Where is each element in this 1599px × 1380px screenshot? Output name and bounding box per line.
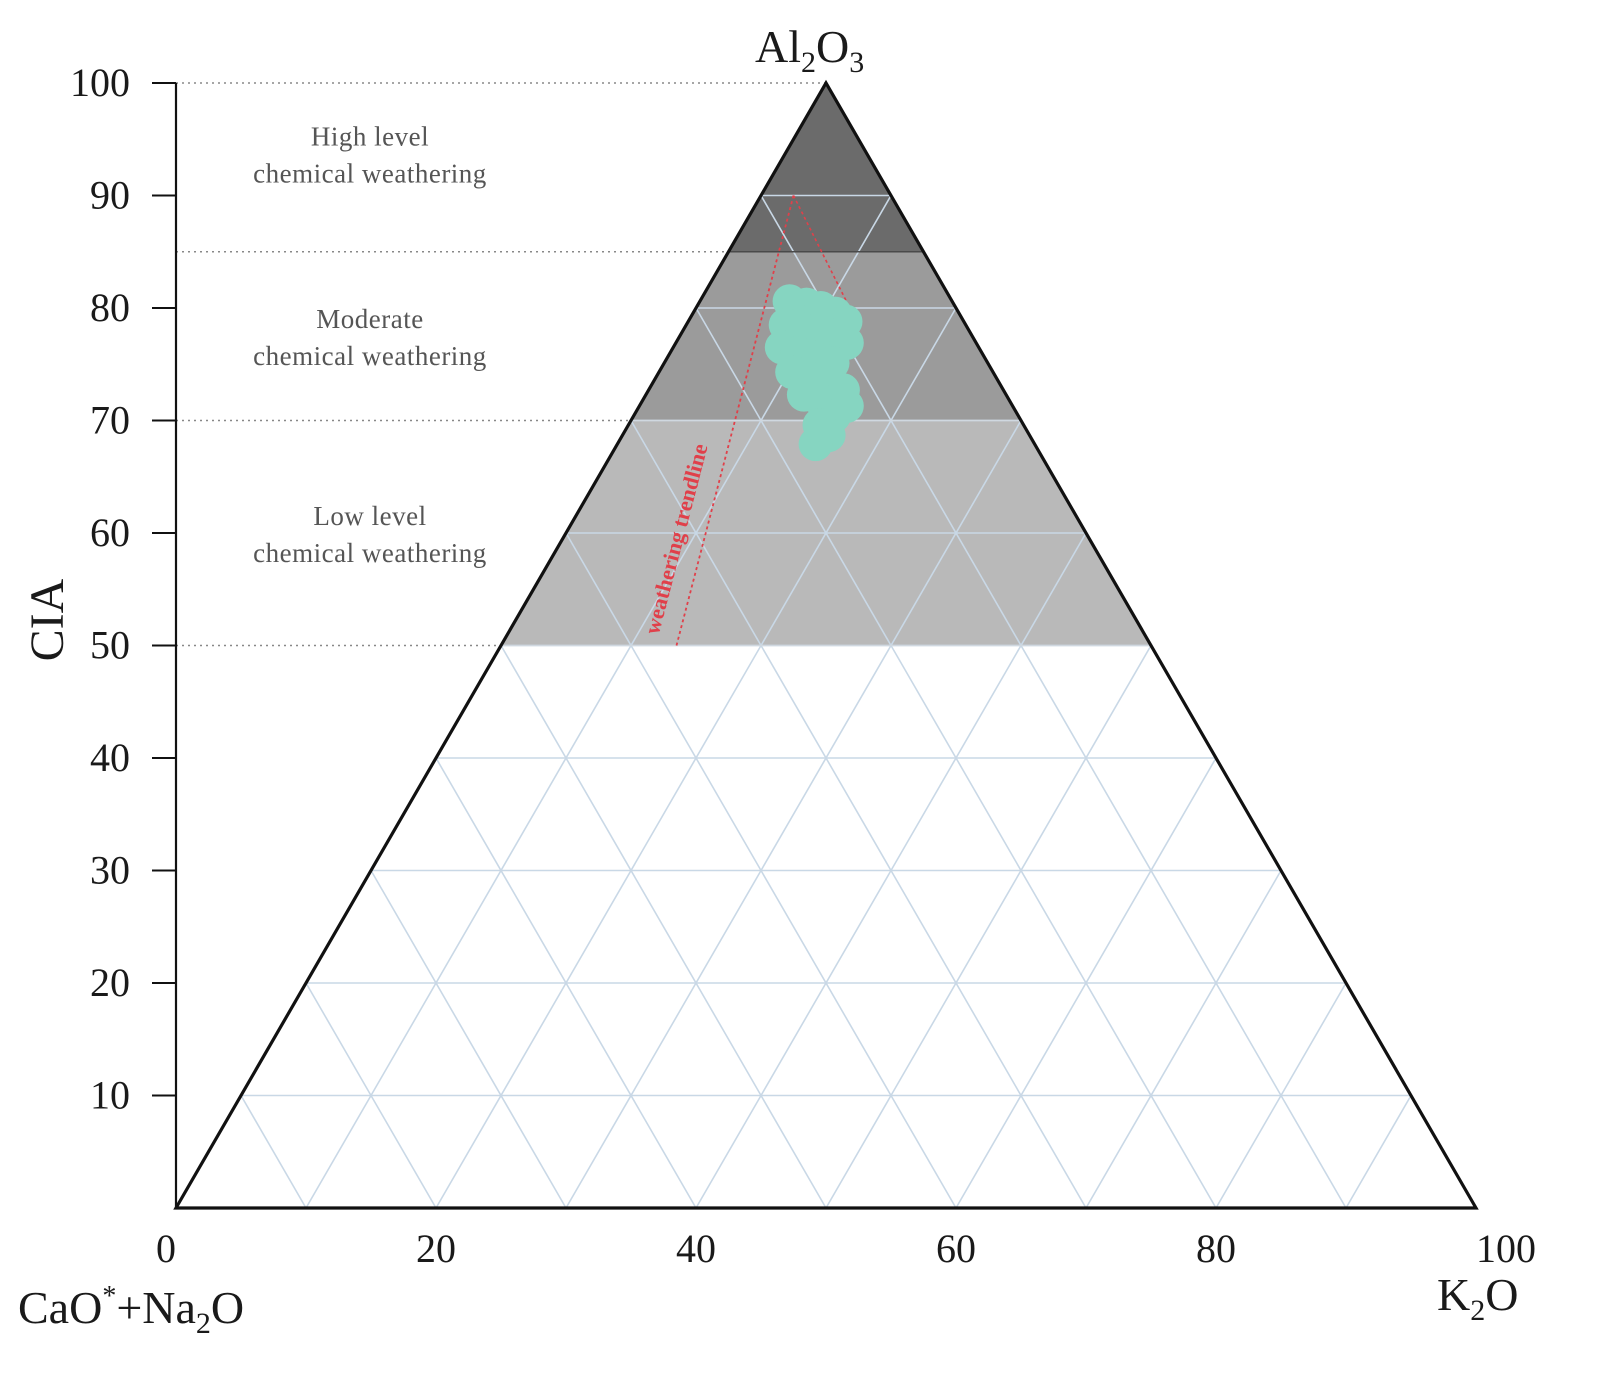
x-tick-label-0: 0	[156, 1226, 176, 1271]
y-tick-label-100: 100	[70, 60, 130, 105]
y-tick-label-30: 30	[90, 848, 130, 893]
zone-label-line2-3: chemical weathering	[253, 538, 487, 568]
y-tick-label-10: 10	[90, 1073, 130, 1118]
zone-labels: High level chemical weathering Moderate che…	[253, 121, 487, 568]
y-tick-labels: 100 90 80 70 60 50 40 30 20 10	[70, 60, 130, 1118]
zone-label-line2-1: chemical weathering	[253, 158, 487, 188]
triangle-outline	[173, 79, 1479, 1210]
zone-label-line2-2: chemical weathering	[253, 341, 487, 371]
zone-label-line1-1: High level	[311, 121, 429, 151]
grid-line-r-8	[695, 307, 1217, 1209]
vertex-right-label: K2O	[1437, 1269, 1518, 1327]
data-points	[764, 284, 864, 462]
vertex-left-label: CaO*+Na2O	[18, 1281, 244, 1340]
y-tick-label-80: 80	[90, 285, 130, 330]
grid-line-r-7	[630, 420, 1087, 1209]
grid-line-r-9	[760, 195, 1347, 1209]
y-tick-label-70: 70	[90, 398, 130, 443]
grid-line-r-1	[240, 1095, 307, 1209]
y-tick-label-90: 90	[90, 173, 130, 218]
y-tick-label-50: 50	[90, 623, 130, 668]
vertex-top-label: Al2O3	[755, 21, 864, 79]
grid-line-r-3	[370, 870, 567, 1209]
grid-line-l-9	[1345, 1095, 1412, 1209]
y-tick-label-20: 20	[90, 960, 130, 1005]
y-tick-label-40: 40	[90, 735, 130, 780]
zone-guide-lines	[176, 82, 1151, 647]
grid-line-l-5	[825, 645, 1152, 1209]
x-tick-labels: 0 20 40 60 80 100	[156, 1226, 1536, 1271]
data-point-24	[798, 427, 833, 462]
grid-line-l-7	[1085, 870, 1282, 1209]
grid-line-r-2	[305, 982, 437, 1209]
y-axis-title: CIA	[21, 578, 74, 661]
y-tick-label-60: 60	[90, 510, 130, 555]
zone-fill-1	[728, 83, 924, 252]
x-tick-label-60: 60	[936, 1226, 976, 1271]
zone-label-line1-3: Low level	[313, 501, 426, 531]
x-tick-label-20: 20	[416, 1226, 456, 1271]
x-tick-label-100: 100	[1476, 1226, 1536, 1271]
axes	[152, 79, 1479, 1210]
x-tick-label-40: 40	[676, 1226, 716, 1271]
x-tick-label-80: 80	[1196, 1226, 1236, 1271]
zone-label-line1-2: Moderate	[316, 304, 423, 334]
grid-line-r-5	[500, 645, 827, 1209]
grid-line-r-4	[435, 757, 697, 1209]
grid-line-l-3	[565, 420, 1022, 1209]
